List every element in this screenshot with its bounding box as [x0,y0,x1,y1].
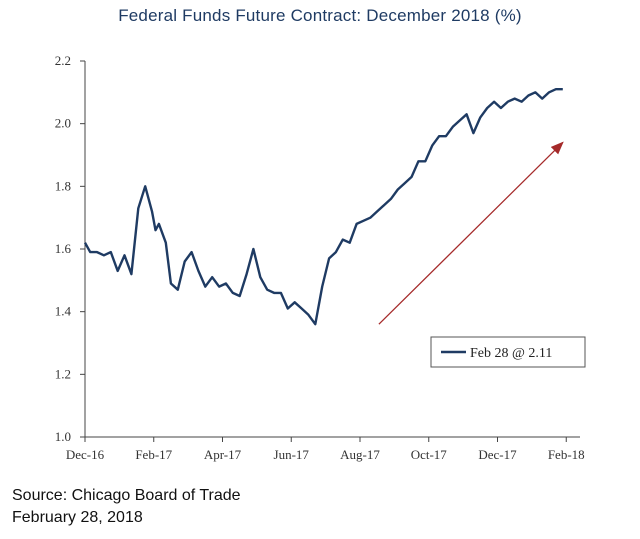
x-tick-label: Apr-17 [204,447,242,462]
y-axis: 1.0 1.2 1.4 1.6 1.8 2.0 2.2 [55,53,86,444]
trend-arrow [378,141,564,325]
y-tick-label: 1.8 [55,178,71,193]
x-tick-label: Aug-17 [340,447,380,462]
x-tick-label: Jun-17 [274,447,310,462]
trend-arrow-group [378,141,564,325]
y-tick-label: 1.6 [55,241,72,256]
source-line: Source: Chicago Board of Trade [12,487,241,504]
y-tick-label: 2.2 [55,53,71,68]
x-axis: Dec-16 Feb-17 Apr-17 Jun-17 Aug-17 Oct-17 Dec-… [66,436,585,462]
legend-label: Feb 28 @ 2.11 [470,346,552,361]
line-chart: 1.0 1.2 1.4 1.6 1.8 2.0 2.2 Dec-16 Feb-17 Apr-17… [55,53,586,462]
x-tick-label: Feb-18 [548,447,585,462]
date-line: February 28, 2018 [12,509,143,526]
x-tick-label: Dec-16 [66,447,105,462]
y-tick-label: 2.0 [55,116,71,131]
x-tick-label: Feb-17 [135,447,172,462]
source-note: Source: Chicago Board of Trade February … [12,485,241,529]
x-tick-label: Oct-17 [411,447,448,462]
legend-box [430,336,586,368]
legend: Feb 28 @ 2.11 [430,336,586,368]
series-line [83,87,563,326]
y-tick-label: 1.2 [55,366,71,381]
x-tick-label: Dec-17 [478,447,517,462]
y-tick-label: 1.4 [55,304,72,319]
y-tick-label: 1.0 [55,429,71,444]
series-group [83,87,563,326]
chart-title: Federal Funds Future Contract: December … [118,6,522,25]
